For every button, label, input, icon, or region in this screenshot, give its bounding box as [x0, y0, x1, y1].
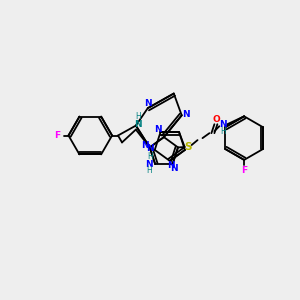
Text: S: S: [184, 142, 191, 152]
Text: H: H: [147, 152, 153, 161]
Text: N: N: [146, 160, 153, 169]
Text: N: N: [141, 141, 148, 150]
Text: N: N: [146, 145, 154, 154]
Text: H: H: [135, 112, 141, 121]
Text: F: F: [55, 131, 61, 140]
Text: N: N: [144, 99, 152, 108]
Text: N: N: [182, 110, 190, 119]
Text: N: N: [220, 120, 227, 129]
Text: O: O: [212, 115, 220, 124]
Text: N: N: [154, 125, 161, 134]
Text: N: N: [170, 164, 177, 173]
Text: H: H: [220, 127, 226, 136]
Text: N: N: [167, 161, 175, 170]
Text: H: H: [146, 167, 152, 176]
Text: N: N: [134, 120, 142, 129]
Text: F: F: [241, 166, 247, 175]
